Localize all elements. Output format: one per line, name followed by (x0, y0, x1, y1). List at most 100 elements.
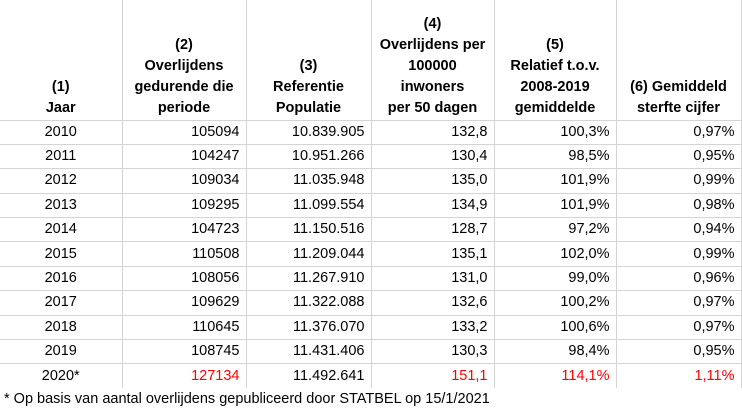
header-line: periode (157, 99, 211, 116)
cell-per100k[interactable]: 133,2 (371, 315, 495, 341)
cell-year[interactable]: 2018 (0, 315, 123, 341)
cell-relative[interactable]: 98,4% (494, 339, 617, 365)
cell-relative[interactable]: 101,9% (494, 168, 617, 194)
table-row: 2011 104247 10.951.266 130,4 98,5% 0,95% (0, 144, 742, 170)
cell-relative[interactable]: 97,2% (494, 217, 617, 243)
header-line: Referentie (273, 78, 344, 95)
cell-population[interactable]: 11.209.044 (246, 241, 372, 267)
cell-per100k[interactable]: 130,3 (371, 339, 495, 365)
header-mortality-rate[interactable]: (6) Gemiddeld sterfte cijfer (616, 0, 742, 121)
cell-mortality-rate[interactable]: 1,11% (616, 363, 742, 389)
table-row: 2013 109295 11.099.554 134,9 101,9% 0,98% (0, 193, 742, 219)
table-row: 2014 104723 11.150.516 128,7 97,2% 0,94% (0, 217, 742, 243)
cell-per100k[interactable]: 135,0 (371, 168, 495, 194)
cell-population[interactable]: 11.099.554 (246, 193, 372, 219)
header-deaths[interactable]: (2) Overlijdens gedurende die periode (122, 0, 247, 121)
header-line: Overlijdens per (379, 36, 486, 53)
cell-year[interactable]: 2020* (0, 363, 123, 389)
cell-mortality-rate[interactable]: 0,97% (616, 315, 742, 341)
cell-per100k[interactable]: 128,7 (371, 217, 495, 243)
cell-year[interactable]: 2010 (0, 120, 123, 145)
header-line: (4) (423, 15, 442, 32)
header-line: gedurende die (134, 78, 234, 95)
cell-population[interactable]: 11.431.406 (246, 339, 372, 365)
cell-per100k[interactable]: 151,1 (371, 363, 495, 389)
header-population[interactable]: (3) Referentie Populatie (246, 0, 372, 121)
cell-relative[interactable]: 98,5% (494, 144, 617, 170)
cell-relative[interactable]: 114,1% (494, 363, 617, 389)
cell-mortality-rate[interactable]: 0,99% (616, 241, 742, 267)
cell-population[interactable]: 11.376.070 (246, 315, 372, 341)
cell-deaths[interactable]: 108745 (122, 339, 247, 365)
header-relative[interactable]: (5) Relatief t.o.v. 2008-2019 gemiddelde (494, 0, 617, 121)
cell-relative[interactable]: 100,2% (494, 290, 617, 316)
header-year[interactable]: (1) Jaar (0, 0, 123, 121)
header-line: Jaar (45, 99, 76, 116)
header-line: (3) (299, 57, 318, 74)
cell-deaths[interactable]: 109629 (122, 290, 247, 316)
cell-year[interactable]: 2019 (0, 339, 123, 365)
cell-population[interactable]: 11.150.516 (246, 217, 372, 243)
cell-population[interactable]: 10.839.905 (246, 120, 372, 145)
cell-deaths[interactable]: 109295 (122, 193, 247, 219)
cell-deaths[interactable]: 104723 (122, 217, 247, 243)
cell-deaths[interactable]: 127134 (122, 363, 247, 389)
cell-mortality-rate[interactable]: 0,95% (616, 339, 742, 365)
table-row: 2016 108056 11.267.910 131,0 99,0% 0,96% (0, 266, 742, 292)
cell-deaths[interactable]: 104247 (122, 144, 247, 170)
cell-per100k[interactable]: 132,8 (371, 120, 495, 145)
cell-relative[interactable]: 102,0% (494, 241, 617, 267)
cell-relative[interactable]: 101,9% (494, 193, 617, 219)
cell-mortality-rate[interactable]: 0,97% (616, 290, 742, 316)
header-line: sterfte cijfer (636, 99, 720, 116)
cell-deaths[interactable]: 109034 (122, 168, 247, 194)
cell-relative[interactable]: 100,3% (494, 120, 617, 145)
cell-deaths[interactable]: 110508 (122, 241, 247, 267)
cell-year[interactable]: 2012 (0, 168, 123, 194)
cell-population[interactable]: 11.267.910 (246, 266, 372, 292)
header-line: 100000 (408, 57, 457, 74)
cell-mortality-rate[interactable]: 0,99% (616, 168, 742, 194)
table-row: 2012 109034 11.035.948 135,0 101,9% 0,99% (0, 168, 742, 194)
cell-population[interactable]: 10.951.266 (246, 144, 372, 170)
cell-mortality-rate[interactable]: 0,95% (616, 144, 742, 170)
table-row: 2010 105094 10.839.905 132,8 100,3% 0,97% (0, 120, 742, 145)
cell-year[interactable]: 2017 (0, 290, 123, 316)
table-row: 2015 110508 11.209.044 135,1 102,0% 0,99% (0, 241, 742, 267)
header-line: per 50 dagen (387, 99, 478, 116)
header-line: inwoners (400, 78, 465, 95)
cell-mortality-rate[interactable]: 0,98% (616, 193, 742, 219)
cell-year[interactable]: 2015 (0, 241, 123, 267)
cell-per100k[interactable]: 134,9 (371, 193, 495, 219)
cell-mortality-rate[interactable]: 0,97% (616, 120, 742, 145)
cell-population[interactable]: 11.492.641 (246, 363, 372, 389)
cell-per100k[interactable]: 131,0 (371, 266, 495, 292)
cell-per100k[interactable]: 130,4 (371, 144, 495, 170)
cell-year[interactable]: 2016 (0, 266, 123, 292)
cell-relative[interactable]: 100,6% (494, 315, 617, 341)
table-row: 2020* 127134 11.492.641 151,1 114,1% 1,11% (0, 363, 742, 389)
cell-per100k[interactable]: 135,1 (371, 241, 495, 267)
cell-relative[interactable]: 99,0% (494, 266, 617, 292)
cell-deaths[interactable]: 108056 (122, 266, 247, 292)
cell-deaths[interactable]: 110645 (122, 315, 247, 341)
cell-per100k[interactable]: 132,6 (371, 290, 495, 316)
header-row: (1) Jaar (2) Overlijdens gedurende die p… (0, 0, 742, 121)
cell-mortality-rate[interactable]: 0,94% (616, 217, 742, 243)
header-line: (6) Gemiddeld (630, 78, 727, 95)
cell-year[interactable]: 2014 (0, 217, 123, 243)
cell-population[interactable]: 11.035.948 (246, 168, 372, 194)
header-per100k[interactable]: (4) Overlijdens per 100000 inwoners per … (371, 0, 495, 121)
cell-deaths[interactable]: 105094 (122, 120, 247, 145)
cell-year[interactable]: 2013 (0, 193, 123, 219)
header-line: (1) (51, 78, 70, 95)
cell-year[interactable]: 2011 (0, 144, 123, 170)
header-line: (2) (175, 36, 193, 53)
header-line: Overlijdens (144, 57, 224, 74)
footnote[interactable]: * Op basis van aantal overlijdens gepubl… (4, 391, 490, 407)
cell-population[interactable]: 11.322.088 (246, 290, 372, 316)
mortality-table: (1) Jaar (2) Overlijdens gedurende die p… (0, 0, 742, 389)
cell-mortality-rate[interactable]: 0,96% (616, 266, 742, 292)
header-line: Relatief t.o.v. (510, 57, 600, 74)
